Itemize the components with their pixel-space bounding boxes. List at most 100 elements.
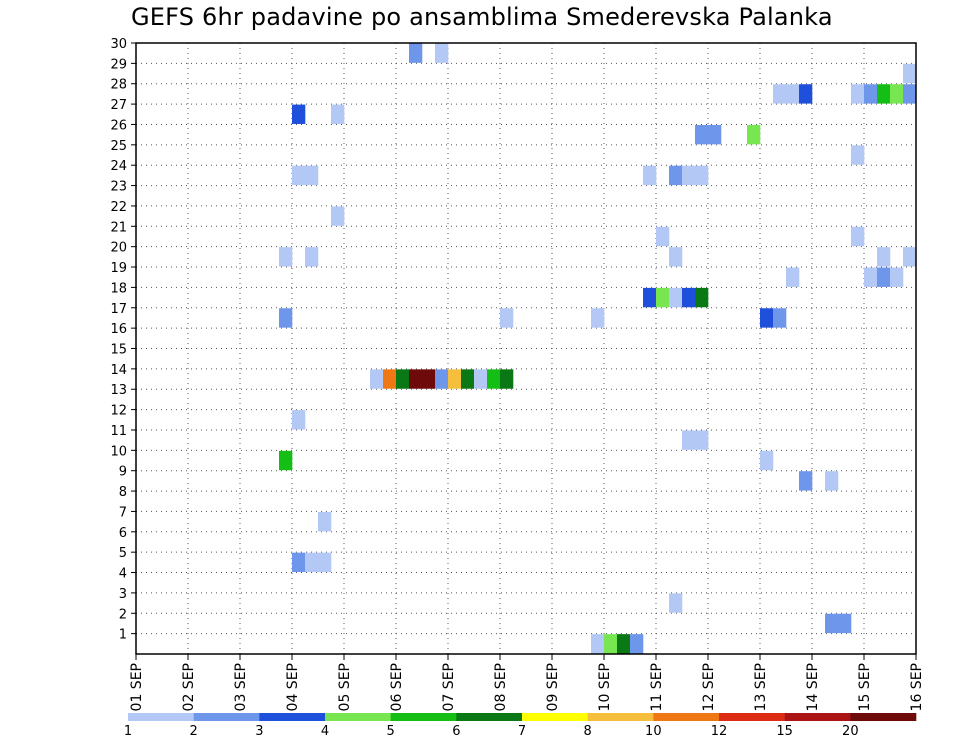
heatmap-cell xyxy=(487,369,501,389)
y-tick-label: 5 xyxy=(119,546,127,561)
y-tick-label: 24 xyxy=(110,159,127,174)
y-tick-label: 27 xyxy=(110,98,127,113)
heatmap-cell xyxy=(747,124,761,145)
colorbar-label: 8 xyxy=(584,724,592,739)
heatmap-cell xyxy=(604,634,618,654)
y-tick-label: 10 xyxy=(110,444,127,459)
heatmap-cell xyxy=(799,471,813,491)
heatmap-cell xyxy=(877,247,891,267)
heatmap-cell xyxy=(799,84,813,104)
colorbar-label: 20 xyxy=(842,724,859,739)
heatmap-cell xyxy=(851,84,865,104)
colorbar-segment xyxy=(587,713,654,721)
heatmap-cell xyxy=(682,287,696,308)
heatmap-cell xyxy=(292,410,306,430)
heatmap-cell xyxy=(396,369,410,389)
x-tick-label: 13 SEP xyxy=(753,663,769,711)
heatmap-cell xyxy=(474,369,488,389)
y-tick-label: 30 xyxy=(110,37,127,52)
colorbar-segment xyxy=(784,713,851,721)
heatmap-cell xyxy=(409,369,423,389)
heatmap-cell xyxy=(786,267,800,287)
y-tick-label: 13 xyxy=(110,383,127,398)
heatmap-cell xyxy=(643,287,657,308)
y-tick-label: 11 xyxy=(110,424,127,439)
heatmap-cell xyxy=(695,430,709,450)
heatmap-cell xyxy=(656,287,670,308)
heatmap-cell xyxy=(786,84,800,104)
x-tick-label: 08 SEP xyxy=(493,663,509,711)
y-tick-label: 6 xyxy=(119,526,127,541)
colorbar-label: 7 xyxy=(518,724,526,739)
colorbar-segment xyxy=(653,713,720,721)
heatmap-cell xyxy=(877,84,891,104)
heatmap-cell xyxy=(877,267,891,287)
y-tick-label: 4 xyxy=(119,567,127,582)
y-tick-label: 17 xyxy=(110,302,127,317)
colorbar-label: 4 xyxy=(321,724,329,739)
y-tick-label: 26 xyxy=(110,118,127,133)
heatmap-cell xyxy=(773,84,787,104)
heatmap-cell xyxy=(448,369,462,389)
x-tick-label: 11 SEP xyxy=(649,663,665,711)
x-tick-label: 16 SEP xyxy=(909,663,925,711)
heatmap-cell xyxy=(617,634,631,654)
y-tick-label: 3 xyxy=(119,587,127,602)
colorbar-label: 5 xyxy=(387,724,395,739)
x-tick-label: 03 SEP xyxy=(233,663,249,711)
y-tick-label: 8 xyxy=(119,485,127,500)
heatmap-cell xyxy=(682,165,696,186)
colorbar-label: 1 xyxy=(124,724,132,739)
heatmap-cell xyxy=(890,84,904,104)
heatmap-cell xyxy=(435,43,449,63)
x-tick-label: 06 SEP xyxy=(389,663,405,711)
x-tick-label: 12 SEP xyxy=(701,663,717,711)
x-tick-label: 09 SEP xyxy=(545,663,561,711)
x-tick-label: 14 SEP xyxy=(805,663,821,711)
heatmap-cell xyxy=(708,124,722,145)
x-tick-label: 10 SEP xyxy=(597,663,613,711)
colorbar-label: 2 xyxy=(190,724,198,739)
heatmap-cell xyxy=(279,247,293,267)
heatmap-cell xyxy=(305,165,319,186)
y-tick-label: 12 xyxy=(110,404,127,419)
heatmap-cell xyxy=(682,430,696,450)
heatmap-cell xyxy=(370,369,384,389)
heatmap-cell xyxy=(760,450,774,471)
colorbar-label: 15 xyxy=(776,724,793,739)
colorbar-label: 3 xyxy=(255,724,263,739)
heatmap-cell xyxy=(292,165,306,186)
heatmap-cell xyxy=(669,247,683,267)
heatmap-cell xyxy=(825,471,839,491)
y-tick-label: 23 xyxy=(110,180,127,195)
x-tick-label: 15 SEP xyxy=(857,663,873,711)
heatmap-cell xyxy=(838,613,852,634)
heatmap-cell xyxy=(422,369,436,389)
heatmap-cell xyxy=(695,165,709,186)
heatmap-cell xyxy=(669,165,683,186)
y-tick-label: 9 xyxy=(119,465,127,480)
heatmap-cell xyxy=(695,124,709,145)
colorbar-segment xyxy=(850,713,917,721)
heatmap-cell xyxy=(318,511,332,532)
colorbar-label: 6 xyxy=(452,724,460,739)
heatmap-cell xyxy=(903,63,917,84)
colorbar-label: 10 xyxy=(645,724,662,739)
heatmap-cell xyxy=(305,552,319,573)
x-tick-label: 05 SEP xyxy=(337,663,353,711)
heatmap-cell xyxy=(669,593,683,613)
y-tick-label: 15 xyxy=(110,343,127,358)
heatmap-cell xyxy=(864,84,878,104)
heatmap-cell xyxy=(669,287,683,308)
y-tick-label: 28 xyxy=(110,78,127,93)
heatmap-cell xyxy=(292,104,306,124)
colorbar-segment xyxy=(456,713,523,721)
heatmap-cell xyxy=(851,226,865,247)
heatmap-cell xyxy=(695,287,709,308)
heatmap-cell xyxy=(760,308,774,328)
y-tick-label: 20 xyxy=(110,241,127,256)
y-tick-label: 19 xyxy=(110,261,127,276)
y-tick-label: 22 xyxy=(110,200,127,215)
x-tick-label: 04 SEP xyxy=(285,663,301,711)
